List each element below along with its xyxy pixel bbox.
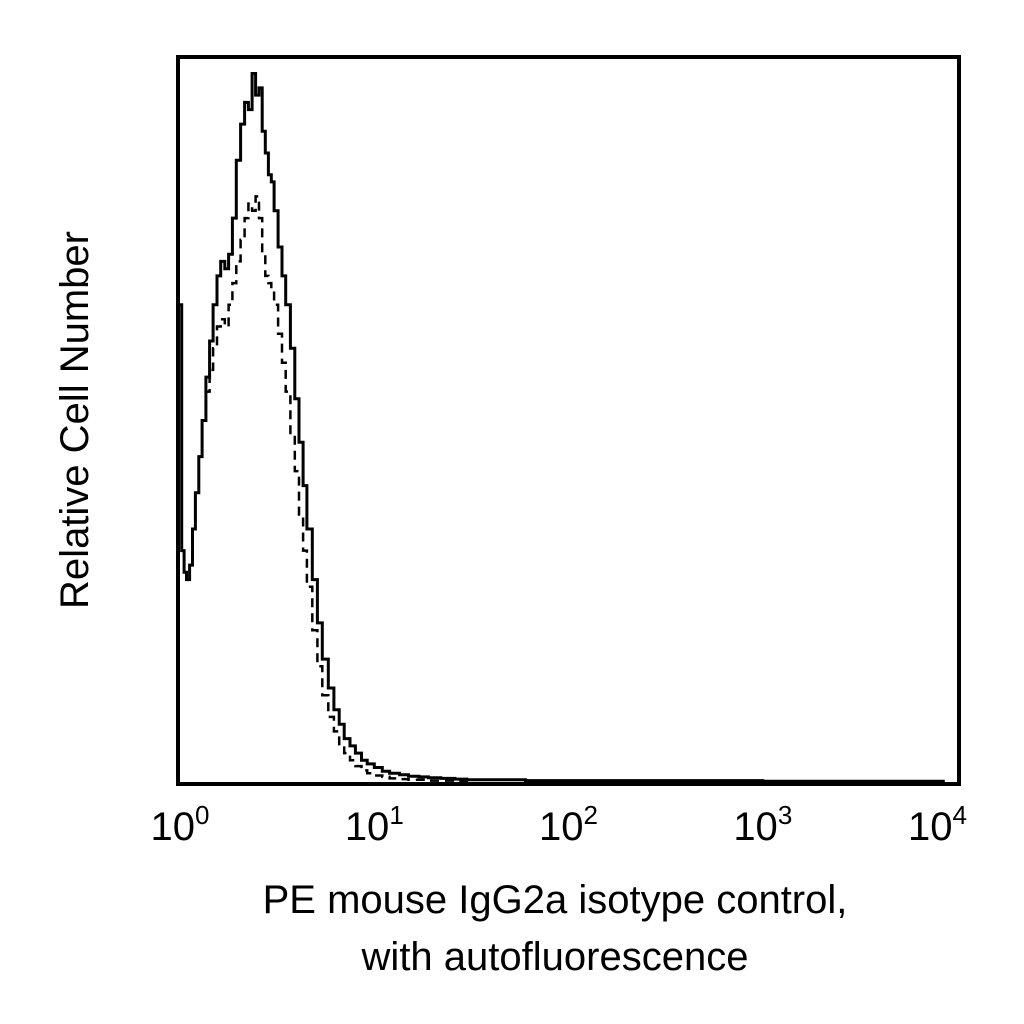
histogram-series-2-dashed xyxy=(202,195,469,783)
tick-base: 10 xyxy=(908,805,953,849)
histogram-series-1-solid xyxy=(180,72,945,783)
tick-base: 10 xyxy=(733,805,778,849)
tick-exponent: 0 xyxy=(195,800,209,830)
series-layer xyxy=(180,72,945,783)
tick-base: 10 xyxy=(151,805,196,849)
x-tick-label-10-0: 100 xyxy=(151,800,210,849)
tick-base: 10 xyxy=(345,805,390,849)
x-axis-label-line-1: PE mouse IgG2a isotype control, xyxy=(263,878,848,922)
x-tick-label-10-3: 103 xyxy=(733,800,792,849)
x-tick-labels: 100 101 102 103 104 xyxy=(151,800,967,849)
histogram-line-solid xyxy=(180,72,945,783)
x-tick-label-10-4: 104 xyxy=(908,800,967,849)
y-axis-label: Relative Cell Number xyxy=(53,231,97,609)
tick-exponent: 3 xyxy=(778,800,792,830)
x-tick-label-10-1: 101 xyxy=(345,800,404,849)
histogram-line-dashed xyxy=(202,195,469,783)
plot-frame xyxy=(176,55,961,786)
tick-base: 10 xyxy=(539,805,584,849)
x-axis-label-line-2: with autofluorescence xyxy=(361,935,749,979)
tick-exponent: 4 xyxy=(953,800,967,830)
tick-exponent: 2 xyxy=(584,800,598,830)
x-tick-label-10-2: 102 xyxy=(539,800,598,849)
tick-exponent: 1 xyxy=(389,800,403,830)
